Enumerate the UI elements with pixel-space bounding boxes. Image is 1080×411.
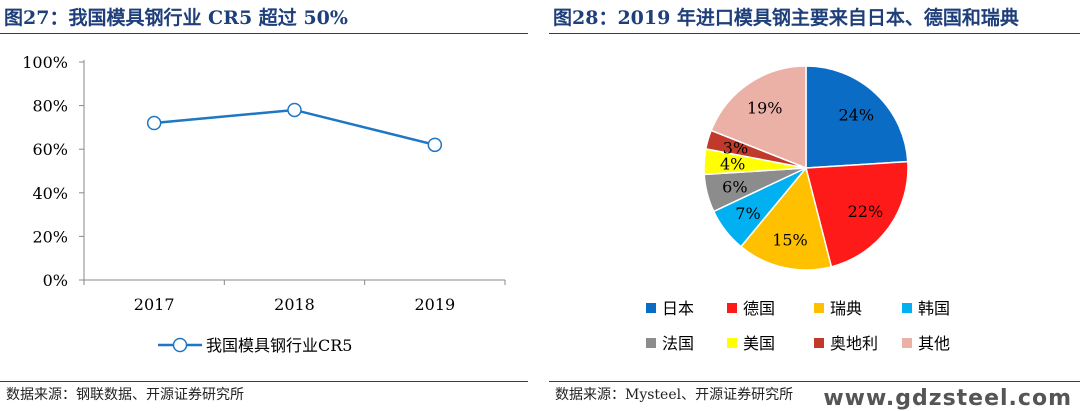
pie-slice: [805, 160, 909, 268]
right-source-divider: [549, 381, 1080, 382]
legend-swatch: [646, 338, 656, 348]
legend-label: 瑞典: [830, 299, 862, 318]
legend-label: 我国模具钢行业CR5: [206, 336, 352, 355]
slice-value-label: 4%: [720, 154, 745, 173]
line-chart: 0% 20% 40% 60% 80% 100% 2017 2018 2019 我国模具钢行业CR5: [22, 53, 506, 355]
data-point: [146, 115, 162, 131]
slice-value-label: 19%: [747, 98, 783, 117]
left-title-divider: [0, 33, 528, 34]
x-tick-label: 2017: [134, 295, 175, 314]
slice-value-label: 24%: [838, 105, 874, 124]
legend-swatch: [902, 338, 912, 348]
pie-slice: [710, 65, 807, 170]
right-title-divider: [549, 33, 1080, 34]
slice-value-label: 22%: [848, 202, 884, 221]
y-tick-label: 100%: [22, 53, 68, 72]
slice-value-label: 15%: [772, 231, 808, 250]
y-tick-label: 80%: [32, 97, 68, 116]
legend-label: 德国: [743, 299, 775, 318]
right-figure-title: 图28：2019 年进口模具钢主要来自日本、德国和瑞典: [553, 7, 1019, 29]
legend-label: 日本: [662, 299, 694, 318]
legend-label: 韩国: [918, 299, 950, 318]
right-source-note: 数据来源：Mysteel、开源证券研究所: [555, 387, 794, 403]
y-tick-label: 20%: [32, 227, 68, 246]
left-figure-panel: 图27：我国模具钢行业 CR5 超过 50% 0% 20% 40% 60% 80% 100…: [0, 0, 528, 410]
legend-swatch: [902, 303, 912, 313]
left-figure-title: 图27：我国模具钢行业 CR5 超过 50%: [4, 7, 348, 29]
legend-label: 美国: [743, 334, 775, 353]
y-tick-label: 0%: [43, 271, 68, 290]
legend-swatch: [814, 338, 824, 348]
y-tick-label: 60%: [32, 140, 68, 159]
left-source-note: 数据来源：钢联数据、开源证券研究所: [6, 387, 244, 403]
legend-marker: [172, 337, 188, 353]
slice-value-label: 7%: [735, 204, 760, 223]
legend-label: 奥地利: [830, 334, 878, 353]
legend-swatch: [727, 338, 737, 348]
y-tick-label: 40%: [32, 184, 68, 203]
legend-swatch: [646, 303, 656, 313]
slice-value-label: 6%: [722, 177, 747, 196]
x-tick-label: 2019: [414, 295, 455, 314]
pie-slice: [739, 166, 833, 271]
legend-swatch: [814, 303, 824, 313]
legend-label: 其他: [918, 334, 950, 353]
left-source-divider: [0, 381, 528, 382]
data-point: [287, 102, 302, 118]
site-watermark: www.gdzsteel.com: [823, 386, 1072, 411]
pie-slice: [805, 65, 909, 169]
legend-label: 法国: [662, 334, 694, 353]
legend-swatch: [727, 303, 737, 313]
data-point: [427, 137, 443, 153]
right-figure-panel: 图28：2019 年进口模具钢主要来自日本、德国和瑞典 24% 22% 15% 7% 6…: [549, 0, 1080, 410]
x-tick-label: 2018: [274, 295, 315, 314]
